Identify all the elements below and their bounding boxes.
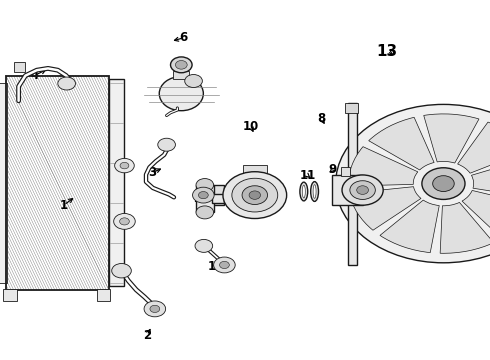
Circle shape: [114, 213, 135, 229]
Circle shape: [185, 75, 202, 87]
Circle shape: [120, 162, 129, 169]
Ellipse shape: [424, 170, 463, 197]
Circle shape: [342, 175, 383, 205]
Bar: [332, 175, 363, 205]
Circle shape: [144, 301, 166, 317]
Bar: [243, 165, 267, 174]
Circle shape: [158, 138, 175, 151]
Wedge shape: [424, 114, 479, 163]
Bar: [348, 103, 357, 265]
Circle shape: [249, 191, 261, 199]
Bar: [3, 289, 17, 301]
Circle shape: [350, 181, 375, 199]
Bar: [14, 62, 24, 72]
Circle shape: [214, 257, 235, 273]
Wedge shape: [458, 122, 490, 173]
Bar: [212, 194, 224, 203]
Text: 2: 2: [143, 329, 151, 342]
Text: 4: 4: [30, 69, 38, 82]
Text: 3: 3: [148, 166, 156, 179]
Circle shape: [196, 206, 214, 219]
Text: 12: 12: [207, 260, 224, 273]
Circle shape: [196, 179, 214, 192]
Wedge shape: [349, 187, 421, 230]
Circle shape: [150, 305, 160, 312]
Wedge shape: [440, 202, 490, 253]
Circle shape: [433, 176, 454, 192]
Circle shape: [336, 104, 490, 263]
Wedge shape: [380, 200, 439, 253]
Bar: [341, 167, 350, 176]
Circle shape: [58, 77, 75, 90]
Ellipse shape: [311, 181, 319, 201]
Bar: [345, 103, 358, 113]
Text: 7: 7: [192, 192, 200, 205]
Text: 11: 11: [299, 169, 316, 182]
Text: 8: 8: [318, 112, 325, 125]
Circle shape: [193, 187, 214, 203]
Bar: [173, 71, 189, 79]
Ellipse shape: [313, 185, 316, 198]
Circle shape: [175, 60, 187, 69]
Circle shape: [112, 264, 131, 278]
Ellipse shape: [302, 185, 305, 198]
Bar: [97, 289, 110, 301]
Circle shape: [120, 218, 129, 225]
Bar: [0, 83, 7, 283]
Text: 5: 5: [187, 85, 195, 98]
Circle shape: [223, 172, 287, 219]
Text: 13: 13: [376, 44, 398, 59]
Bar: [109, 79, 124, 286]
Circle shape: [171, 57, 192, 73]
Text: 10: 10: [243, 120, 259, 133]
Circle shape: [220, 261, 229, 269]
Circle shape: [357, 186, 368, 194]
Bar: [203, 185, 224, 205]
Wedge shape: [368, 117, 434, 170]
Bar: [196, 185, 214, 212]
Text: 9: 9: [328, 163, 336, 176]
Circle shape: [422, 168, 465, 199]
Text: 6: 6: [180, 31, 188, 44]
Circle shape: [242, 186, 268, 204]
Circle shape: [198, 192, 208, 199]
Ellipse shape: [159, 77, 203, 111]
Wedge shape: [348, 147, 418, 186]
Wedge shape: [462, 190, 490, 239]
Wedge shape: [471, 157, 490, 198]
Circle shape: [195, 239, 213, 252]
Bar: [6, 76, 109, 290]
Ellipse shape: [300, 182, 308, 201]
Circle shape: [232, 178, 278, 212]
Text: 1: 1: [60, 199, 68, 212]
Circle shape: [115, 158, 134, 173]
